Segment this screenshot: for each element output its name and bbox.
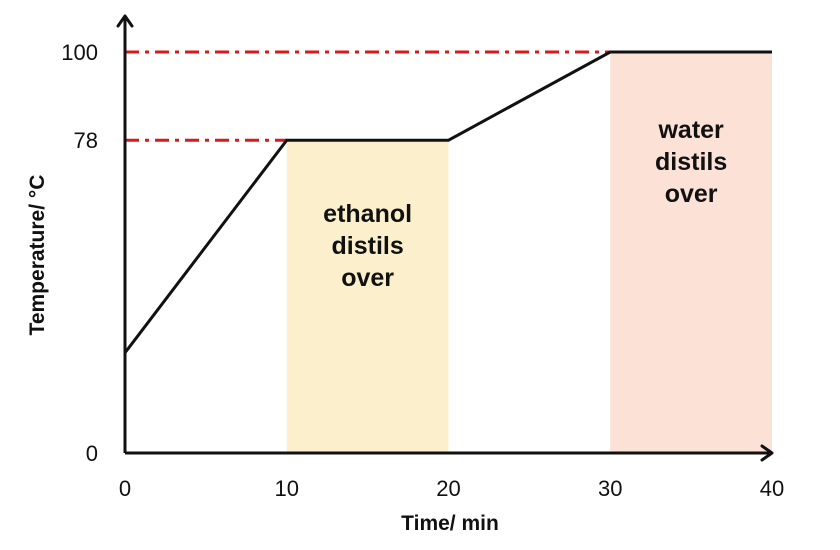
region-label-0-line-0: ethanol bbox=[323, 200, 412, 228]
x-tick-label: 10 bbox=[275, 476, 299, 501]
y-tick-label: 78 bbox=[74, 128, 98, 153]
axes-layer bbox=[116, 14, 774, 462]
region-band-0 bbox=[286, 140, 449, 453]
y-tick-label: 0 bbox=[86, 441, 98, 466]
region-label-1-line-2: over bbox=[665, 180, 718, 208]
temperature-series-line bbox=[123, 50, 772, 354]
region-label-1-line-0: water bbox=[657, 116, 724, 144]
region-label-0-line-1: distils bbox=[332, 232, 404, 260]
regions-layer bbox=[286, 52, 772, 453]
y-tick-label: 100 bbox=[61, 40, 98, 65]
x-tick-label: 20 bbox=[436, 476, 460, 501]
x-axis-title: Time/ min bbox=[401, 512, 499, 535]
region-label-0-line-2: over bbox=[341, 264, 394, 292]
y-axis-title: Temperature/ °C bbox=[26, 175, 49, 336]
y-axis-arrow-icon bbox=[116, 14, 134, 28]
region-band-1 bbox=[610, 52, 772, 453]
series-layer bbox=[123, 50, 772, 354]
region-labels-layer: ethanol distils over water distils over bbox=[323, 116, 727, 292]
x-tick-label: 30 bbox=[598, 476, 622, 501]
region-label-1-line-1: distils bbox=[655, 148, 727, 176]
reference-lines-layer bbox=[125, 50, 611, 142]
tick-labels-layer: 0 10 20 30 40 0 78 100 bbox=[61, 40, 784, 501]
x-tick-label: 40 bbox=[760, 476, 784, 501]
x-axis-arrow-icon bbox=[760, 444, 774, 462]
x-tick-label: 0 bbox=[119, 476, 131, 501]
